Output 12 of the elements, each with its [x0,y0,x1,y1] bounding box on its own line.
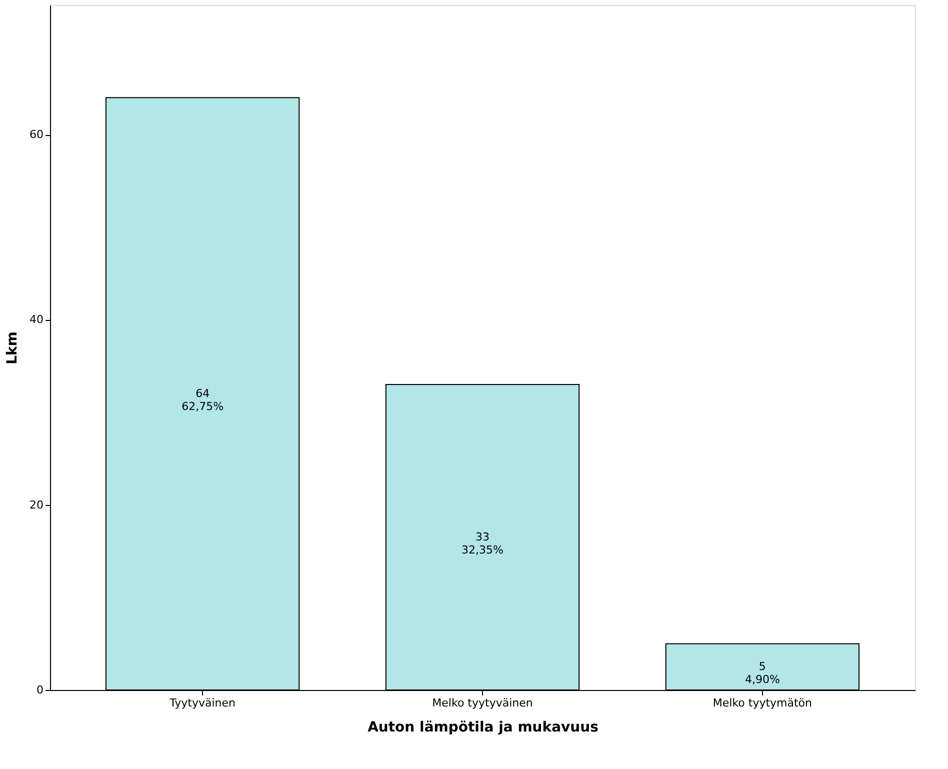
y-tick-label: 60 [30,128,44,142]
x-tick-label: Melko tyytymätön [712,696,812,710]
y-tick-label: 20 [30,498,44,512]
y-tick-label: 40 [30,313,44,326]
y-axis-title: Lkm [4,332,21,364]
x-axis-title: Auton lämpötila ja mukavuus [368,720,598,736]
x-tick-label: Tyytyväinen [168,696,236,710]
data-label: 5 4,90% [744,660,780,686]
data-label: 64 62,75% [182,386,224,413]
y-tick-label: 0 [36,684,44,696]
x-tick-label: Melko tyytyväinen [432,696,533,710]
data-label: 33 32,35% [462,530,504,556]
